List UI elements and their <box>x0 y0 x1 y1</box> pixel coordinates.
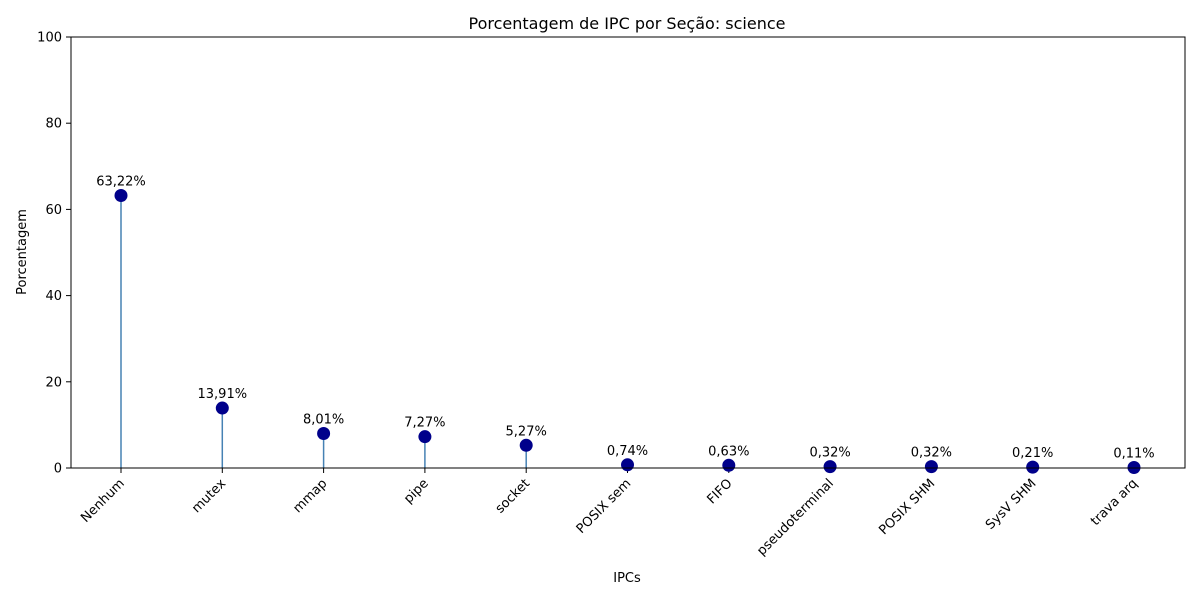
y-tick-label: 80 <box>45 117 62 132</box>
chart-marks: 63,22% 13,91% 8,01% 7,27% 5,27% 0,74% 0,63% 0,3… <box>96 175 1155 475</box>
data-label: 63,22% <box>96 175 146 190</box>
chart-title: Porcentagem de IPC por Seção: science <box>468 14 785 33</box>
lollipop-marker <box>519 438 533 452</box>
lollipop-marker <box>722 458 736 472</box>
lollipop-marker <box>823 460 837 474</box>
data-label: 5,27% <box>506 424 547 439</box>
plot-frame <box>70 36 1186 469</box>
lollipop-marker <box>114 189 128 203</box>
data-label: 8,01% <box>303 412 344 427</box>
data-label: 0,63% <box>708 444 749 459</box>
y-tick-label: 60 <box>45 203 62 218</box>
lollipop-marker <box>621 458 634 472</box>
x-axis-title: IPCs <box>613 571 641 586</box>
lollipop-marker <box>317 426 331 440</box>
data-label: 0,32% <box>809 446 850 461</box>
lollipop-marker <box>418 430 432 444</box>
data-label: 0,74% <box>607 444 648 459</box>
data-label: 0,32% <box>911 446 952 461</box>
lollipop-marker <box>1026 460 1040 474</box>
data-label: 13,91% <box>198 387 248 402</box>
y-axis-title: Porcentagem <box>15 209 30 295</box>
y-tick-label: 100 <box>37 31 62 46</box>
y-axis: 0 20 40 60 80 100 <box>37 31 71 477</box>
lollipop-marker <box>924 460 938 474</box>
data-label: 7,27% <box>404 416 445 431</box>
lollipop-marker <box>215 401 229 415</box>
y-tick-label: 40 <box>45 289 62 304</box>
data-label: 0,21% <box>1012 446 1053 461</box>
y-tick-label: 20 <box>45 375 62 390</box>
data-label: 0,11% <box>1113 447 1154 462</box>
y-tick-label: 0 <box>54 462 62 477</box>
